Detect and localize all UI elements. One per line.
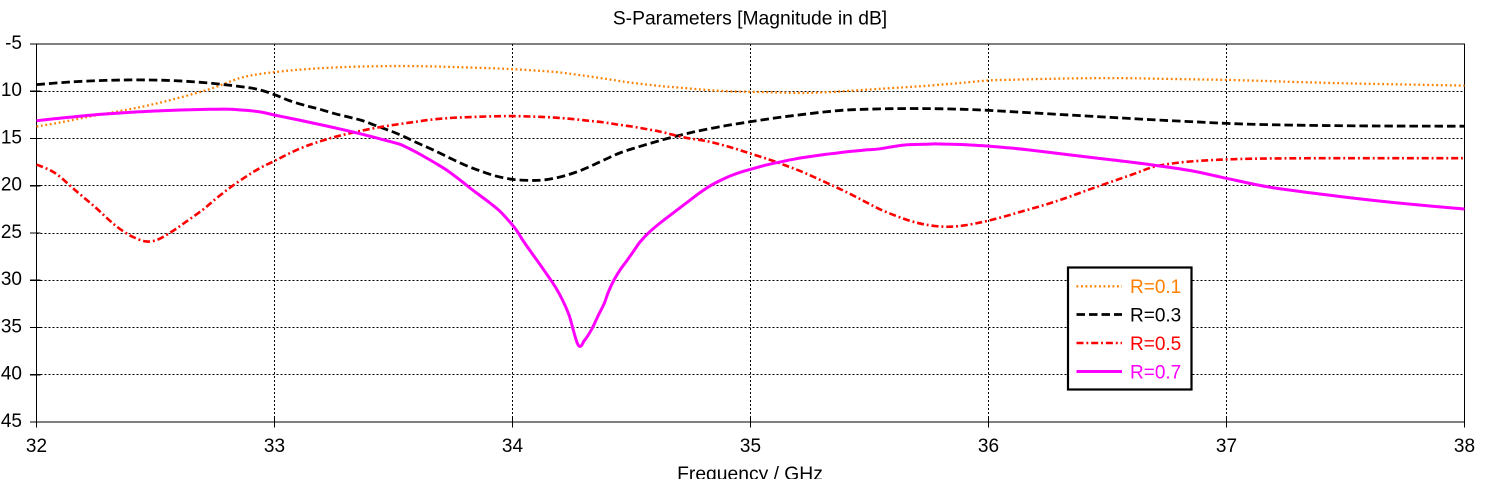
svg-text:-5: -5 bbox=[5, 33, 22, 54]
svg-text:-35: -35 bbox=[0, 316, 22, 337]
svg-text:38: 38 bbox=[1454, 436, 1475, 457]
svg-text:R=0.7: R=0.7 bbox=[1130, 363, 1181, 384]
svg-text:-30: -30 bbox=[0, 269, 22, 290]
svg-text:35: 35 bbox=[740, 436, 761, 457]
svg-text:-20: -20 bbox=[0, 175, 22, 196]
svg-text:36: 36 bbox=[978, 436, 999, 457]
svg-text:R=0.3: R=0.3 bbox=[1130, 306, 1181, 327]
svg-text:R=0.1: R=0.1 bbox=[1130, 277, 1181, 298]
svg-text:Frequency / GHz: Frequency / GHz bbox=[677, 464, 823, 479]
svg-text:37: 37 bbox=[1216, 436, 1237, 457]
svg-text:-10: -10 bbox=[0, 80, 22, 101]
svg-text:32: 32 bbox=[26, 436, 47, 457]
svg-text:34: 34 bbox=[502, 436, 524, 457]
svg-text:R=0.5: R=0.5 bbox=[1130, 334, 1181, 355]
svg-text:-45: -45 bbox=[0, 411, 22, 432]
svg-text:33: 33 bbox=[264, 436, 285, 457]
svg-text:-25: -25 bbox=[0, 222, 22, 243]
svg-text:-40: -40 bbox=[0, 364, 22, 385]
svg-text:-15: -15 bbox=[0, 127, 22, 148]
svg-text:S-Parameters [Magnitude in dB]: S-Parameters [Magnitude in dB] bbox=[613, 9, 887, 30]
